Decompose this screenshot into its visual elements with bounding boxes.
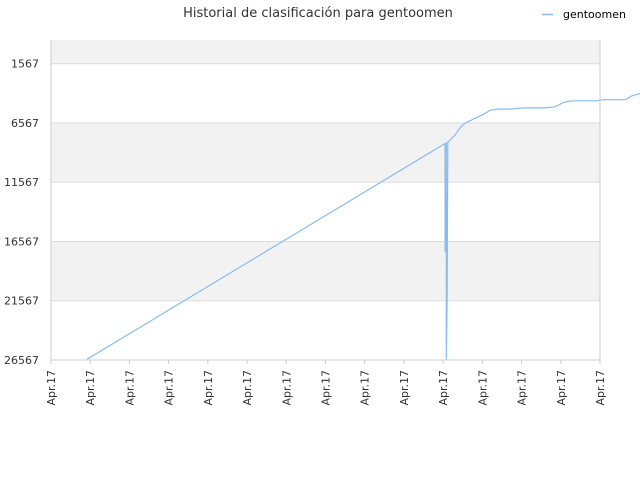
series-layer xyxy=(86,92,640,360)
y-tick-label: 1567 xyxy=(11,58,39,71)
y-axis-ticks: 1567 6567 11567 16567 21567 26567 xyxy=(4,58,39,367)
x-tick-label: Apr.17 xyxy=(45,370,58,406)
x-tick-label: Apr.17 xyxy=(202,370,215,406)
x-tick-label: Apr.17 xyxy=(555,370,568,406)
plot-band xyxy=(51,40,600,64)
y-tick-label: 26567 xyxy=(4,354,39,367)
x-tick-label: Apr.17 xyxy=(280,370,293,406)
legend[interactable]: gentoomen xyxy=(542,8,626,21)
x-tick-label: Apr.17 xyxy=(359,370,372,406)
chart-title: Historial de clasificación para gentoome… xyxy=(183,6,453,21)
x-axis-ticks: Apr.17 Apr.17 Apr.17 Apr.17 Apr.17 Apr.17 Apr.… xyxy=(45,360,607,406)
x-tick-label: Apr.17 xyxy=(594,370,607,406)
x-tick-label: Apr.17 xyxy=(516,370,529,406)
x-tick-label: Apr.17 xyxy=(476,370,489,406)
y-tick-label: 6567 xyxy=(11,117,39,130)
x-tick-label: Apr.17 xyxy=(163,370,176,406)
x-tick-label: Apr.17 xyxy=(84,370,97,406)
plot-band xyxy=(51,122,600,183)
x-tick-label: Apr.17 xyxy=(398,370,411,406)
x-tick-label: Apr.17 xyxy=(241,370,254,406)
x-tick-label: Apr.17 xyxy=(437,370,450,406)
axes xyxy=(50,40,601,361)
legend-label: gentoomen xyxy=(563,8,626,21)
plot-band xyxy=(51,241,600,301)
plot-bands xyxy=(51,40,600,301)
y-tick-label: 16567 xyxy=(4,235,39,248)
series-line xyxy=(86,92,640,360)
y-tick-label: 21567 xyxy=(4,295,39,308)
x-tick-label: Apr.17 xyxy=(320,370,333,406)
y-tick-label: 11567 xyxy=(4,176,39,189)
x-tick-label: Apr.17 xyxy=(123,370,136,406)
